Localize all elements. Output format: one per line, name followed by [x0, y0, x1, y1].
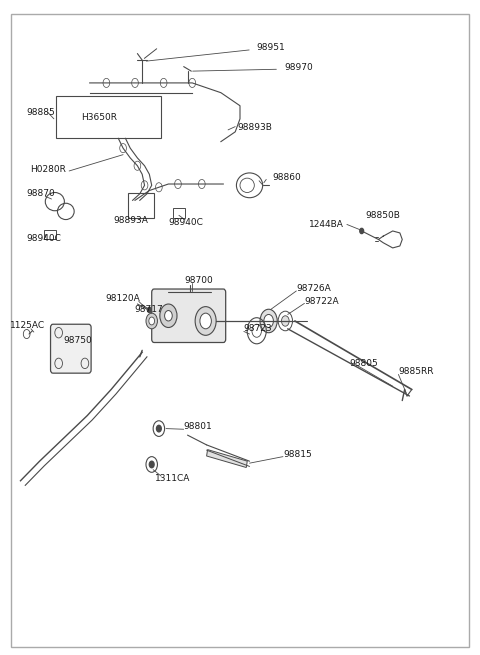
Circle shape — [160, 304, 177, 328]
Text: 98885: 98885 — [26, 108, 55, 117]
Circle shape — [149, 461, 154, 468]
Circle shape — [278, 311, 292, 331]
Circle shape — [103, 79, 110, 88]
Circle shape — [146, 313, 157, 329]
Text: 98722A: 98722A — [304, 297, 339, 306]
Text: 1244BA: 1244BA — [309, 220, 344, 229]
Text: 1311CA: 1311CA — [155, 474, 191, 483]
Circle shape — [175, 179, 181, 189]
Circle shape — [199, 179, 205, 189]
Text: 98870: 98870 — [26, 189, 55, 198]
Circle shape — [132, 79, 138, 88]
Circle shape — [281, 316, 289, 326]
Circle shape — [156, 183, 162, 192]
FancyBboxPatch shape — [50, 324, 91, 373]
Circle shape — [360, 229, 364, 234]
Circle shape — [200, 313, 211, 329]
Text: 98801: 98801 — [184, 422, 213, 431]
Text: 98940C: 98940C — [168, 218, 204, 227]
Circle shape — [264, 314, 274, 328]
Circle shape — [141, 181, 148, 190]
Text: 98717: 98717 — [134, 305, 163, 314]
Text: 98120A: 98120A — [106, 293, 140, 303]
Text: 1125AC: 1125AC — [10, 321, 45, 330]
Circle shape — [195, 307, 216, 335]
Bar — [56, 96, 161, 138]
Text: 98750: 98750 — [63, 336, 92, 345]
Circle shape — [153, 421, 165, 436]
Circle shape — [146, 457, 157, 472]
Circle shape — [120, 143, 126, 153]
Text: 98951: 98951 — [257, 43, 286, 52]
Circle shape — [24, 329, 30, 339]
Circle shape — [156, 425, 161, 432]
Text: 98893A: 98893A — [114, 216, 148, 225]
Text: H0280R: H0280R — [30, 164, 66, 174]
Text: 98723: 98723 — [244, 324, 273, 333]
Bar — [173, 208, 185, 218]
FancyBboxPatch shape — [152, 289, 226, 343]
Text: 98860: 98860 — [273, 173, 301, 182]
Text: 98700: 98700 — [184, 276, 213, 285]
Text: 98805: 98805 — [350, 359, 379, 368]
Text: 98970: 98970 — [284, 64, 312, 73]
Circle shape — [134, 161, 141, 170]
Circle shape — [260, 309, 277, 333]
Bar — [44, 230, 56, 240]
Bar — [128, 193, 154, 218]
Text: 98726A: 98726A — [296, 284, 331, 293]
Text: H3650R: H3650R — [82, 113, 118, 122]
Text: 98893B: 98893B — [238, 122, 273, 132]
Text: 98815: 98815 — [283, 449, 312, 458]
Circle shape — [147, 307, 151, 312]
Text: 98850B: 98850B — [365, 211, 400, 220]
Text: 98940C: 98940C — [26, 234, 61, 243]
Bar — [206, 449, 247, 468]
Circle shape — [149, 317, 155, 325]
Circle shape — [160, 79, 167, 88]
Circle shape — [189, 79, 196, 88]
Text: 9885RR: 9885RR — [398, 367, 434, 377]
Circle shape — [165, 310, 172, 321]
